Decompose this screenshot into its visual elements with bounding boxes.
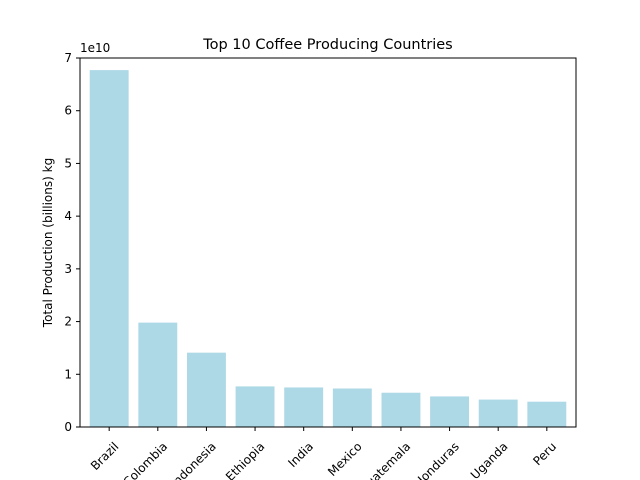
- y-tick-label: 1: [64, 367, 72, 381]
- bar-uganda: [478, 399, 518, 427]
- y-ticks-layer: 0 1 2 3 4 5 6 7: [64, 51, 80, 434]
- chart-title: Top 10 Coffee Producing Countries: [202, 37, 453, 53]
- bars-layer: [89, 70, 567, 428]
- bar-guatemala: [381, 392, 421, 427]
- y-tick-label: 6: [64, 104, 72, 118]
- x-tick-label-colombia: Colombia: [120, 439, 170, 480]
- bar-colombia: [138, 322, 178, 427]
- bar-peru: [527, 401, 567, 427]
- x-tick-label-ethiopia: Ethiopia: [223, 439, 267, 480]
- y-tick-label: 4: [64, 209, 72, 223]
- x-tick-label-guatemala: Guatemala: [357, 439, 414, 480]
- y-tick-label: 0: [64, 420, 72, 434]
- y-tick-label: 3: [64, 262, 72, 276]
- y-axis-offset-text: 1e10: [80, 41, 110, 55]
- x-tick-label-uganda: Uganda: [468, 439, 511, 480]
- bar-ethiopia: [235, 386, 275, 427]
- y-axis-label: Total Production (billions) kg: [41, 158, 55, 328]
- y-tick-label: 2: [64, 315, 72, 329]
- x-tick-label-honduras: Honduras: [411, 439, 462, 480]
- x-tick-label-indonesia: Indonesia: [168, 439, 219, 480]
- x-tick-label-india: India: [285, 439, 316, 470]
- bar-mexico: [332, 388, 372, 427]
- bar-india: [284, 387, 324, 427]
- x-tick-label-mexico: Mexico: [325, 439, 365, 479]
- x-tick-label-peru: Peru: [530, 439, 559, 468]
- x-tick-label-brazil: Brazil: [88, 439, 122, 473]
- bar-brazil: [89, 70, 129, 428]
- y-tick-label: 7: [64, 51, 72, 65]
- plot-frame: [79, 57, 577, 428]
- bar-indonesia: [186, 352, 226, 427]
- bar-honduras: [430, 396, 470, 427]
- y-tick-label: 5: [64, 156, 72, 170]
